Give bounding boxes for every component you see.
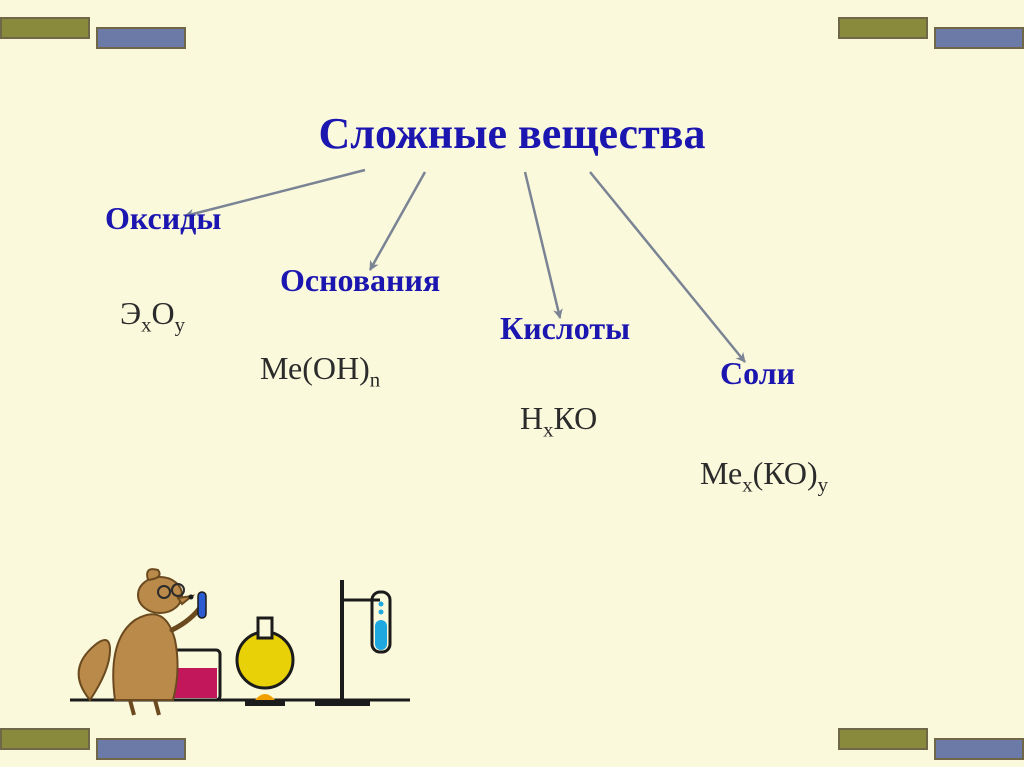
formula-salts: Меx(КО)y [700,455,828,497]
frieze-bar [96,738,186,760]
frieze-pair [838,728,1024,750]
arrow-acids [525,172,560,318]
frieze-bar [838,728,928,750]
frieze-bar [934,27,1024,49]
frieze-bar [0,728,90,750]
illustration-chemist [60,500,420,720]
frieze-pair [0,728,186,750]
frieze-bar [934,738,1024,760]
category-bases: Основания [280,262,440,299]
diagram-title: Сложные вещества [0,108,1024,159]
formula-bases: Ме(ОН)n [260,350,380,392]
frieze-top [0,6,1024,50]
retort-stand-icon [315,580,390,706]
category-salts: Соли [720,355,795,392]
arrow-bases [370,172,425,270]
frieze-bar [838,17,928,39]
formula-oxides: ЭxОy [120,295,185,337]
frieze-pair [0,17,186,39]
frieze-bar [96,27,186,49]
formula-acids: НxКО [520,400,597,442]
category-acids: Кислоты [500,310,630,347]
frieze-bottom [0,717,1024,761]
frieze-pair [838,17,1024,39]
frieze-bar [0,17,90,39]
round-flask-icon [237,618,293,706]
category-oxides: Оксиды [105,200,221,237]
